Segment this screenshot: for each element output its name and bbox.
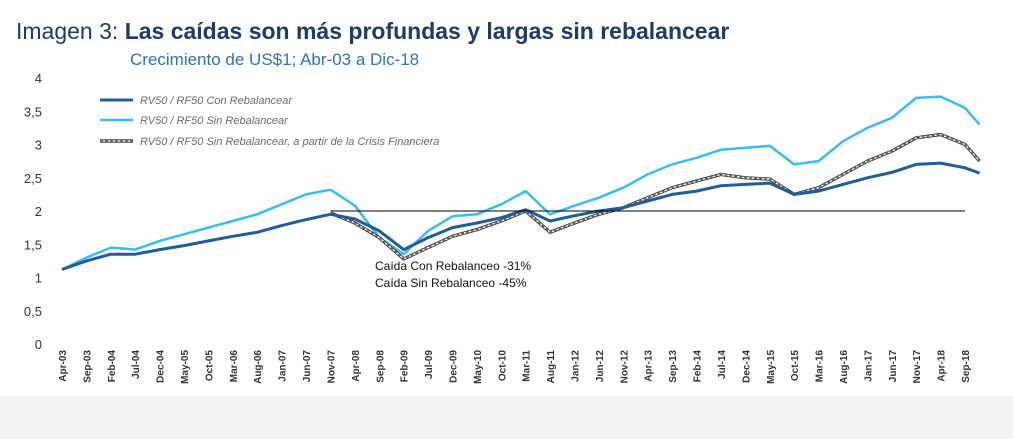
y-tick-label: 3: [35, 138, 42, 153]
x-tick-label: Oct-15: [790, 350, 801, 382]
x-tick-label: Jan-12: [571, 350, 582, 382]
x-tick-label: Jul-04: [131, 350, 142, 379]
chart-title: Imagen 3: Las caídas son más profundas y…: [16, 18, 729, 45]
chart-subtitle: Crecimiento de US$1; Abr-03 a Dic-18: [130, 50, 420, 69]
x-tick-label: Mar-06: [229, 350, 240, 383]
y-tick-label: 4: [35, 71, 42, 86]
x-tick-label: Feb-14: [693, 350, 704, 383]
x-tick-label: Jan-17: [863, 350, 874, 382]
bottom-band: [0, 396, 1013, 439]
x-tick-label: Jun-17: [888, 350, 899, 383]
x-tick-label: Jun-12: [595, 350, 606, 383]
series-line-sin-rebalancear: [61, 95, 981, 271]
x-tick-label: Dec-04: [156, 350, 167, 383]
y-tick-label: 0: [35, 337, 42, 352]
x-tick-label: Jun-07: [302, 350, 313, 383]
x-tick-label: May-10: [473, 350, 484, 384]
annotation-label: Caída Con Rebalanceo -31%: [375, 259, 531, 273]
x-tick-label: Sep-03: [82, 350, 93, 383]
x-tick-label: Oct-10: [497, 350, 508, 382]
y-tick-label: 1,5: [24, 237, 42, 252]
annotations: Caída Con Rebalanceo -31% Caída Sin Rebal…: [375, 259, 531, 290]
x-tick-label: Apr-08: [351, 350, 362, 382]
y-tick-label: 3,5: [24, 104, 42, 119]
y-tick-label: 2,5: [24, 171, 42, 186]
x-tick-label: Dec-14: [741, 350, 752, 383]
x-tick-label: Nov-17: [912, 350, 923, 384]
x-axis-ticks: Apr-03 Sep-03 Feb-04 Jul-04 Dec-04 May-05 Oct-…: [58, 350, 972, 384]
legend-label: RV50 / RF50 Sin Rebalancear: [140, 115, 289, 127]
y-tick-label: 1: [35, 271, 42, 286]
x-tick-label: Apr-03: [58, 350, 69, 382]
series-lines: [61, 95, 981, 271]
x-tick-label: Feb-04: [107, 350, 118, 383]
x-tick-label: Jul-09: [424, 350, 435, 379]
x-tick-label: Sep-13: [668, 350, 679, 383]
y-tick-label: 2: [35, 204, 42, 219]
annotation-label: Caída Sin Rebalanceo -45%: [375, 276, 527, 290]
x-tick-label: Dec-09: [448, 350, 459, 383]
x-tick-label: Aug-06: [253, 350, 264, 384]
legend-label: RV50 / RF50 Con Rebalancear: [140, 95, 293, 107]
x-tick-label: Nov-07: [326, 350, 337, 384]
title-prefix: Imagen 3:: [16, 18, 125, 44]
x-tick-label: Jan-07: [278, 350, 289, 382]
x-tick-label: Feb-09: [400, 350, 411, 383]
legend: RV50 / RF50 Con Rebalancear RV50 / RF50 S…: [100, 95, 439, 148]
x-tick-label: Nov-12: [619, 350, 630, 384]
x-tick-label: Apr-13: [644, 350, 655, 382]
line-chart: 0 0,5 1 1,5 2 2,5 3 3,5 4 Apr-03 Sep-03 Feb-04 Jul-…: [24, 71, 981, 384]
x-tick-label: Mar-16: [815, 350, 826, 383]
title-main: Las caídas son más profundas y largas si…: [124, 18, 730, 44]
x-tick-label: Sep-08: [375, 350, 386, 383]
x-tick-label: Oct-05: [204, 350, 215, 382]
y-axis-ticks: 0 0,5 1 1,5 2 2,5 3 3,5 4: [24, 71, 42, 352]
x-tick-label: Aug-11: [546, 350, 557, 384]
x-tick-label: May-05: [180, 350, 191, 384]
series-line-crisis: [330, 133, 981, 260]
series-line-con-rebalancear: [61, 161, 981, 271]
series-line-crisis-outline: [329, 132, 981, 261]
x-tick-label: May-15: [766, 350, 777, 384]
y-tick-label: 0,5: [24, 304, 42, 319]
series-line-crisis-inner: [330, 133, 981, 260]
legend-label: RV50 / RF50 Sin Rebalancear, a partir de…: [140, 136, 439, 148]
x-tick-label: Jul-14: [717, 350, 728, 379]
x-tick-label: Aug-16: [839, 350, 850, 384]
x-tick-label: Apr-18: [937, 350, 948, 382]
x-tick-label: Mar-11: [522, 350, 533, 382]
x-tick-label: Sep-18: [961, 350, 972, 383]
